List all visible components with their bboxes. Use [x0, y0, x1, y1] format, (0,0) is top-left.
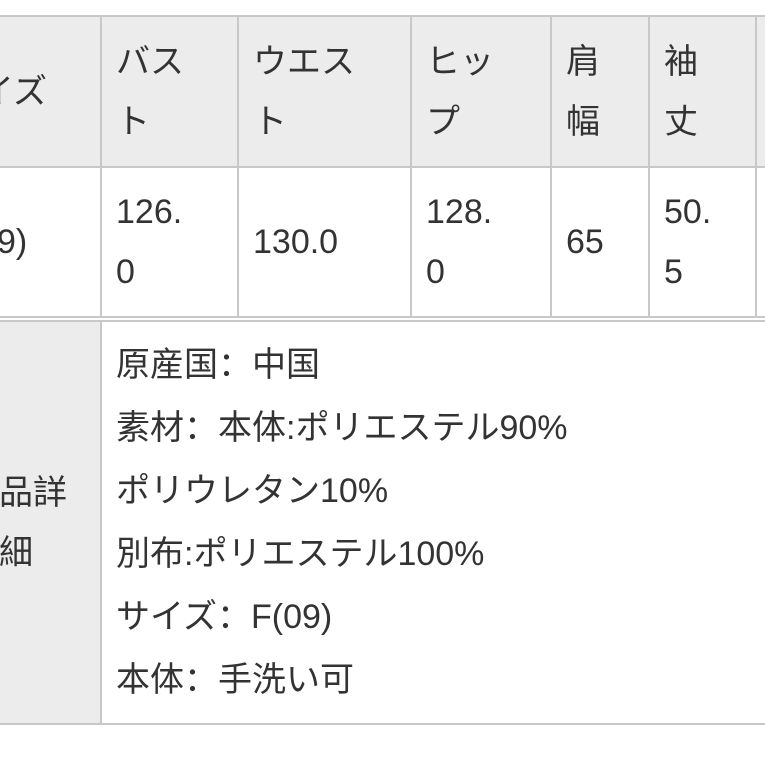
cell-sleeve-length-value: 50. 5 — [648, 166, 757, 318]
cropped-content-area: サイズ バス ト ウエス ト ヒッ プ 肩 幅 袖 丈 F(09) 126. 0… — [0, 15, 765, 725]
cell-waist-value: 130.0 — [237, 166, 412, 318]
cell-cropped-right-value — [755, 166, 765, 318]
header-sleeve-length: 袖 丈 — [648, 15, 757, 168]
cell-hip-value: 128. 0 — [410, 166, 552, 318]
product-details-table: 商品詳 細 原産国：中国 素材：本体:ポリエステル90% ポリウレタン10% 別… — [0, 320, 765, 725]
size-chart-table: サイズ バス ト ウエス ト ヒッ プ 肩 幅 袖 丈 F(09) 126. 0… — [0, 15, 765, 318]
header-hip: ヒッ プ — [410, 15, 552, 168]
cell-bust-value: 126. 0 — [100, 166, 239, 318]
header-bust: バス ト — [100, 15, 239, 168]
header-waist: ウエス ト — [237, 15, 412, 168]
cell-size-value: F(09) — [0, 166, 102, 318]
product-details-label: 商品詳 細 — [0, 320, 102, 725]
size-chart-header-row: サイズ バス ト ウエス ト ヒッ プ 肩 幅 袖 丈 — [0, 15, 765, 168]
product-details-row: 商品詳 細 原産国：中国 素材：本体:ポリエステル90% ポリウレタン10% 別… — [0, 320, 765, 725]
cell-shoulder-width-value: 65 — [550, 166, 650, 318]
product-details-content: 原産国：中国 素材：本体:ポリエステル90% ポリウレタン10% 別布:ポリエス… — [100, 320, 765, 725]
header-cropped-right — [755, 15, 765, 168]
size-chart-data-row: F(09) 126. 0 130.0 128. 0 65 50. 5 — [0, 166, 765, 318]
header-shoulder-width: 肩 幅 — [550, 15, 650, 168]
header-size: サイズ — [0, 15, 102, 168]
